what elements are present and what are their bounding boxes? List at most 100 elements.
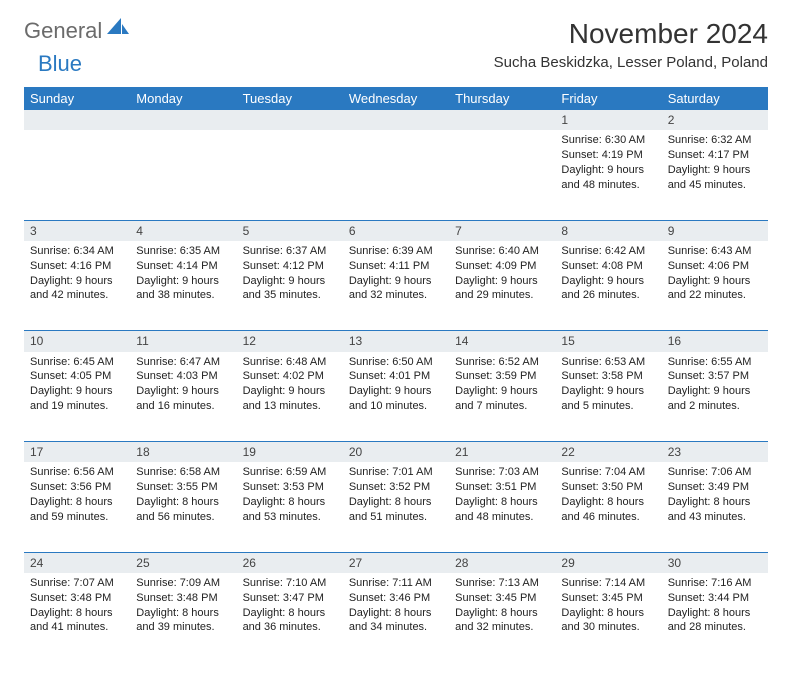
day-body-cell: Sunrise: 6:50 AMSunset: 4:01 PMDaylight:… — [343, 352, 449, 442]
calendar-head: SundayMondayTuesdayWednesdayThursdayFrid… — [24, 87, 768, 110]
sunrise-text: Sunrise: 6:39 AM — [349, 244, 443, 259]
daylight-text: and 48 minutes. — [455, 510, 549, 525]
day-number-cell: 4 — [130, 220, 236, 241]
day-body-cell: Sunrise: 7:06 AMSunset: 3:49 PMDaylight:… — [662, 462, 768, 552]
sunrise-text: Sunrise: 6:37 AM — [243, 244, 337, 259]
sunset-text: Sunset: 4:09 PM — [455, 259, 549, 274]
sunset-text: Sunset: 4:11 PM — [349, 259, 443, 274]
daylight-text: and 26 minutes. — [561, 288, 655, 303]
daylight-text: Daylight: 9 hours — [668, 163, 762, 178]
sunrise-text: Sunrise: 6:42 AM — [561, 244, 655, 259]
daylight-text: and 46 minutes. — [561, 510, 655, 525]
daylight-text: Daylight: 8 hours — [561, 495, 655, 510]
sunset-text: Sunset: 3:48 PM — [136, 591, 230, 606]
daylight-text: Daylight: 9 hours — [561, 163, 655, 178]
sunset-text: Sunset: 4:14 PM — [136, 259, 230, 274]
day-number-cell: 29 — [555, 552, 661, 573]
day-number-cell: 15 — [555, 331, 661, 352]
sunset-text: Sunset: 3:44 PM — [668, 591, 762, 606]
daylight-text: Daylight: 8 hours — [243, 606, 337, 621]
daylight-text: Daylight: 9 hours — [561, 384, 655, 399]
daylight-text: and 42 minutes. — [30, 288, 124, 303]
day-body-cell: Sunrise: 6:53 AMSunset: 3:58 PMDaylight:… — [555, 352, 661, 442]
day-number-cell: 12 — [237, 331, 343, 352]
daylight-text: Daylight: 9 hours — [30, 274, 124, 289]
day-body-cell: Sunrise: 7:09 AMSunset: 3:48 PMDaylight:… — [130, 573, 236, 663]
day-body-cell: Sunrise: 6:37 AMSunset: 4:12 PMDaylight:… — [237, 241, 343, 331]
day-number-cell: 21 — [449, 442, 555, 463]
month-title: November 2024 — [494, 18, 768, 50]
daylight-text: and 29 minutes. — [455, 288, 549, 303]
day-body-cell — [24, 130, 130, 220]
logo: General — [24, 18, 131, 44]
day-body-cell: Sunrise: 7:03 AMSunset: 3:51 PMDaylight:… — [449, 462, 555, 552]
sunset-text: Sunset: 3:55 PM — [136, 480, 230, 495]
day-number-cell: 30 — [662, 552, 768, 573]
sunrise-text: Sunrise: 6:30 AM — [561, 133, 655, 148]
day-number-cell: 16 — [662, 331, 768, 352]
day-body-cell: Sunrise: 6:30 AMSunset: 4:19 PMDaylight:… — [555, 130, 661, 220]
sunset-text: Sunset: 4:01 PM — [349, 369, 443, 384]
day-body-row: Sunrise: 6:30 AMSunset: 4:19 PMDaylight:… — [24, 130, 768, 220]
daylight-text: Daylight: 8 hours — [455, 495, 549, 510]
daylight-text: Daylight: 9 hours — [561, 274, 655, 289]
day-number-cell: 28 — [449, 552, 555, 573]
sunset-text: Sunset: 4:12 PM — [243, 259, 337, 274]
day-body-cell: Sunrise: 6:48 AMSunset: 4:02 PMDaylight:… — [237, 352, 343, 442]
daylight-text: and 45 minutes. — [668, 178, 762, 193]
sunset-text: Sunset: 3:56 PM — [30, 480, 124, 495]
day-number-row: 12 — [24, 110, 768, 130]
day-body-row: Sunrise: 7:07 AMSunset: 3:48 PMDaylight:… — [24, 573, 768, 663]
sunrise-text: Sunrise: 6:35 AM — [136, 244, 230, 259]
day-body-cell: Sunrise: 6:34 AMSunset: 4:16 PMDaylight:… — [24, 241, 130, 331]
day-number-cell: 11 — [130, 331, 236, 352]
sunrise-text: Sunrise: 6:48 AM — [243, 355, 337, 370]
sunset-text: Sunset: 4:06 PM — [668, 259, 762, 274]
day-body-cell: Sunrise: 6:52 AMSunset: 3:59 PMDaylight:… — [449, 352, 555, 442]
day-number-cell — [24, 110, 130, 130]
sunset-text: Sunset: 3:48 PM — [30, 591, 124, 606]
sunset-text: Sunset: 4:02 PM — [243, 369, 337, 384]
day-number-cell: 10 — [24, 331, 130, 352]
sunrise-text: Sunrise: 7:09 AM — [136, 576, 230, 591]
sunrise-text: Sunrise: 6:47 AM — [136, 355, 230, 370]
day-body-cell: Sunrise: 6:32 AMSunset: 4:17 PMDaylight:… — [662, 130, 768, 220]
daylight-text: Daylight: 8 hours — [668, 495, 762, 510]
day-number-row: 10111213141516 — [24, 331, 768, 352]
day-body-cell: Sunrise: 6:40 AMSunset: 4:09 PMDaylight:… — [449, 241, 555, 331]
day-header: Monday — [130, 87, 236, 110]
day-body-cell: Sunrise: 7:07 AMSunset: 3:48 PMDaylight:… — [24, 573, 130, 663]
daylight-text: and 13 minutes. — [243, 399, 337, 414]
daylight-text: and 16 minutes. — [136, 399, 230, 414]
day-number-cell: 14 — [449, 331, 555, 352]
day-body-cell: Sunrise: 6:59 AMSunset: 3:53 PMDaylight:… — [237, 462, 343, 552]
day-number-cell — [343, 110, 449, 130]
day-header: Wednesday — [343, 87, 449, 110]
sunset-text: Sunset: 3:57 PM — [668, 369, 762, 384]
daylight-text: and 39 minutes. — [136, 620, 230, 635]
daylight-text: Daylight: 9 hours — [243, 274, 337, 289]
sunset-text: Sunset: 3:45 PM — [561, 591, 655, 606]
daylight-text: and 53 minutes. — [243, 510, 337, 525]
sunrise-text: Sunrise: 7:11 AM — [349, 576, 443, 591]
sunrise-text: Sunrise: 7:13 AM — [455, 576, 549, 591]
day-body-cell: Sunrise: 7:16 AMSunset: 3:44 PMDaylight:… — [662, 573, 768, 663]
day-header-row: SundayMondayTuesdayWednesdayThursdayFrid… — [24, 87, 768, 110]
day-number-cell: 24 — [24, 552, 130, 573]
sunrise-text: Sunrise: 6:32 AM — [668, 133, 762, 148]
daylight-text: and 36 minutes. — [243, 620, 337, 635]
daylight-text: and 51 minutes. — [349, 510, 443, 525]
day-number-cell: 19 — [237, 442, 343, 463]
sunrise-text: Sunrise: 7:14 AM — [561, 576, 655, 591]
day-body-cell: Sunrise: 6:39 AMSunset: 4:11 PMDaylight:… — [343, 241, 449, 331]
daylight-text: and 32 minutes. — [455, 620, 549, 635]
daylight-text: Daylight: 8 hours — [349, 495, 443, 510]
daylight-text: Daylight: 8 hours — [30, 495, 124, 510]
daylight-text: Daylight: 9 hours — [136, 384, 230, 399]
day-number-cell: 17 — [24, 442, 130, 463]
day-number-cell — [237, 110, 343, 130]
daylight-text: and 10 minutes. — [349, 399, 443, 414]
day-body-cell — [343, 130, 449, 220]
daylight-text: and 32 minutes. — [349, 288, 443, 303]
daylight-text: Daylight: 8 hours — [668, 606, 762, 621]
